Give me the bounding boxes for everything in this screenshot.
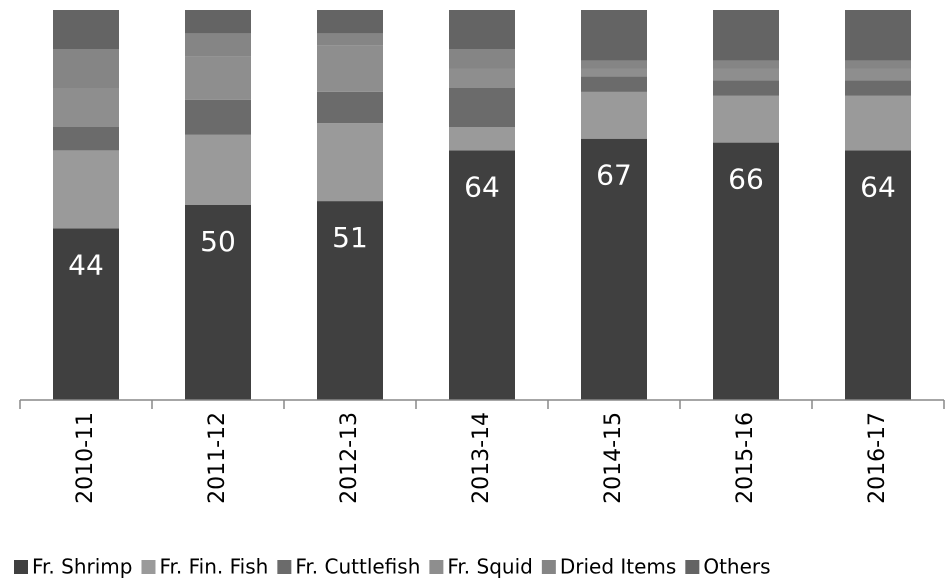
x-tick-label: 2012-13 (337, 412, 362, 504)
bar-segment (845, 60, 911, 69)
bar-segment (185, 205, 251, 400)
bar-segment (53, 228, 119, 400)
bar-segment (53, 10, 119, 49)
bar-segment (713, 60, 779, 69)
bar-segment (53, 49, 119, 88)
legend-label: Fr. Squid (447, 555, 532, 579)
data-label: 44 (68, 248, 104, 281)
bar-segment (581, 91, 647, 139)
legend-label: Others (703, 555, 770, 579)
bar-segment (317, 201, 383, 400)
bar-segment (53, 127, 119, 151)
bar-segment (845, 80, 911, 96)
bar-segment (845, 10, 911, 61)
bar-segment (581, 138, 647, 400)
legend-swatch (541, 560, 556, 574)
x-tick-label: 2010-11 (73, 412, 98, 504)
bar-segment (185, 134, 251, 205)
legend-swatch (685, 560, 700, 574)
bar-segment (185, 10, 251, 34)
bar-segment (581, 68, 647, 77)
bar-segment (317, 45, 383, 92)
bar-segment (713, 142, 779, 400)
data-label: 64 (860, 170, 896, 203)
bar-segment (317, 91, 383, 124)
bar-segment (53, 150, 119, 229)
bar-segment (185, 99, 251, 135)
x-tick-label: 2013-14 (469, 412, 494, 504)
bar-segment (845, 68, 911, 81)
data-label: 51 (332, 221, 368, 254)
bar-segment (449, 150, 515, 400)
legend-label: Fr. Shrimp (32, 555, 132, 579)
legend-swatch (141, 560, 156, 574)
bar-segment (449, 88, 515, 127)
legend-swatch (429, 560, 444, 574)
x-tick-label: 2014-15 (601, 412, 626, 504)
bar-segment (581, 10, 647, 61)
bar-segment (449, 10, 515, 49)
bar-segment (713, 10, 779, 61)
x-tick-label: 2016-17 (865, 412, 890, 504)
bar-segment (713, 95, 779, 143)
legend-swatch (277, 560, 292, 574)
bar-segment (317, 123, 383, 202)
bar-segment (845, 150, 911, 400)
legend-label: Fr. Cuttlefish (295, 555, 420, 579)
legend-swatch (14, 560, 28, 574)
legend-label: Fr. Fin. Fish (159, 555, 268, 579)
bar-segment (53, 88, 119, 127)
bar-segment (317, 33, 383, 46)
x-tick-label: 2015-16 (733, 412, 758, 504)
legend-label: Dried Items (560, 555, 676, 579)
bar-segment (449, 127, 515, 151)
data-label: 67 (596, 159, 632, 192)
x-tick-label: 2011-12 (205, 412, 230, 504)
bar-segment (317, 10, 383, 34)
bar-segment (845, 95, 911, 151)
data-label: 50 (200, 225, 236, 258)
bar-segment (581, 76, 647, 92)
bar-segment (713, 80, 779, 96)
data-label: 66 (728, 163, 764, 196)
bar-segment (581, 60, 647, 69)
bar-segment (449, 49, 515, 69)
bar-segment (713, 68, 779, 81)
bar-segment (185, 56, 251, 100)
bar-segment (449, 68, 515, 88)
bar-segment (185, 33, 251, 57)
data-label: 64 (464, 170, 500, 203)
